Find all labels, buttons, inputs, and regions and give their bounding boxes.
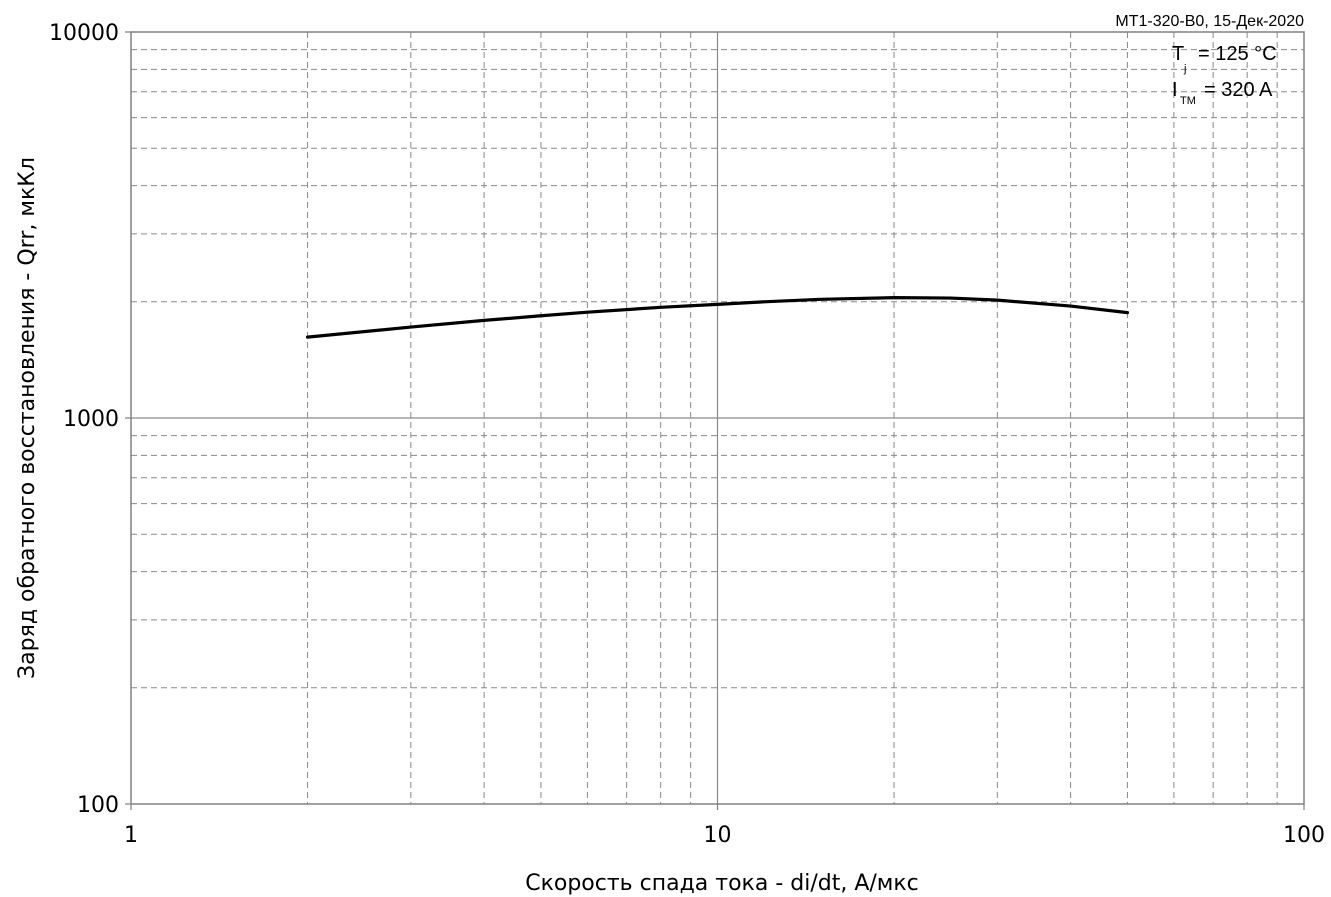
condition-itm-value: = 320 A	[1204, 79, 1273, 101]
major-grid	[131, 32, 1304, 804]
condition-tj: T j = 125 °C	[1172, 43, 1277, 75]
condition-tj-subscript: j	[1183, 63, 1186, 75]
y-tick-label: 1000	[63, 407, 119, 432]
x-tick-label: 100	[1283, 823, 1325, 848]
condition-itm-subscript: TM	[1180, 95, 1196, 107]
condition-itm: I TM = 320 A	[1172, 79, 1273, 107]
y-axis-label: Заряд обратного восстановления - Qrr, мк…	[15, 157, 40, 679]
x-axis-label: Скорость спада тока - di/dt, А/мкс	[525, 871, 919, 896]
header-note: MT1-320-B0, 15-Дек-2020	[1115, 13, 1304, 30]
y-tick-label: 100	[77, 793, 119, 818]
tick-layer: 1 10 100 100 1000 10000	[49, 21, 1325, 848]
y-tick-label: 10000	[49, 21, 119, 46]
condition-tj-symbol: T	[1172, 43, 1184, 65]
x-tick-label: 1	[124, 823, 138, 848]
x-tick-label: 10	[704, 823, 732, 848]
condition-tj-value: = 125 °C	[1198, 43, 1277, 65]
series-layer	[305, 296, 1130, 339]
condition-itm-symbol: I	[1172, 79, 1178, 101]
qrr-series-line	[305, 296, 1130, 339]
